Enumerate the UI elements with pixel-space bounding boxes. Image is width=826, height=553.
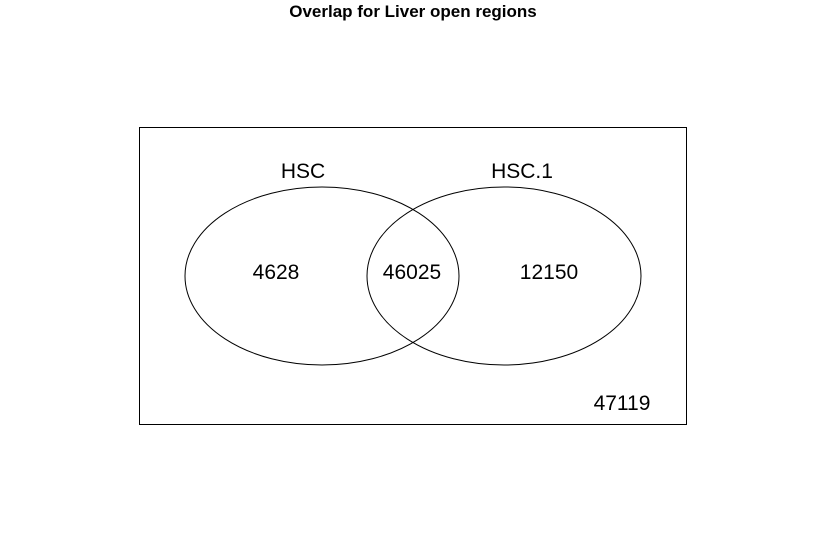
count-outside: 47119	[594, 392, 651, 415]
plot-title: Overlap for Liver open regions	[289, 2, 537, 21]
set-label-hsc1: HSC.1	[491, 160, 553, 183]
count-intersection: 46025	[383, 261, 441, 284]
count-hsc1-only: 12150	[520, 261, 578, 284]
universe-box	[139, 127, 687, 425]
set-ellipse-hsc1	[366, 186, 642, 366]
set-label-hsc: HSC	[281, 160, 325, 183]
set-ellipse-hsc	[184, 186, 460, 366]
count-hsc-only: 4628	[253, 261, 300, 284]
